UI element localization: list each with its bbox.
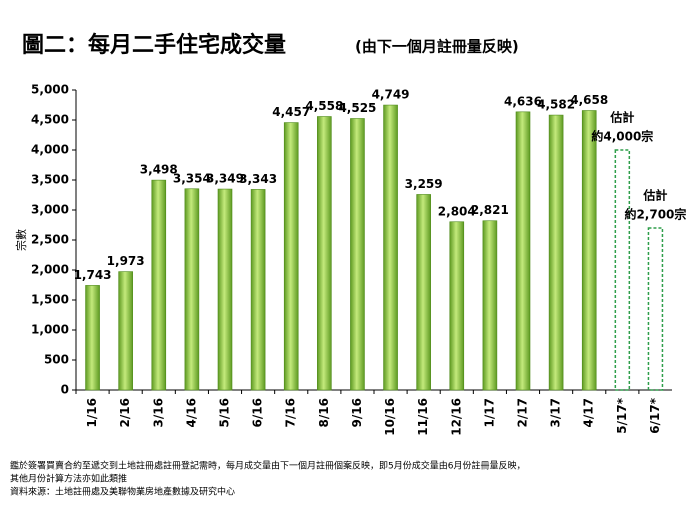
value-label: 3,259 xyxy=(405,177,443,191)
y-tick-label: 4,500 xyxy=(31,113,69,127)
x-tick-label: 4/17 xyxy=(582,398,596,427)
x-tick-label: 12/16 xyxy=(449,398,463,436)
annotation: 估計 xyxy=(609,110,634,125)
value-label: 2,804 xyxy=(438,204,476,218)
x-tick-label: 11/16 xyxy=(416,398,430,436)
bar xyxy=(581,110,597,391)
value-label: 3,498 xyxy=(140,163,178,177)
value-label: 4,525 xyxy=(338,101,376,115)
y-tick-label: 5,000 xyxy=(31,83,69,97)
annotation: 估計 xyxy=(642,188,667,203)
x-tick-label: 4/16 xyxy=(184,398,198,427)
x-tick-label: 3/17 xyxy=(549,398,563,427)
x-tick-label: 5/16 xyxy=(218,398,232,427)
y-tick-label: 500 xyxy=(44,353,69,367)
value-label: 4,457 xyxy=(272,105,310,119)
bar xyxy=(250,189,266,391)
bar xyxy=(317,116,332,391)
bar xyxy=(151,179,167,391)
value-label: 約2,700宗 xyxy=(624,207,686,222)
x-tick-label: 10/16 xyxy=(383,398,397,436)
value-label: 4,749 xyxy=(372,88,410,102)
x-tick-label: 3/16 xyxy=(151,398,165,427)
bar xyxy=(350,118,365,391)
bar xyxy=(482,220,498,391)
y-tick-label: 2,500 xyxy=(31,233,69,247)
chart-subtitle: (由下一個月註冊量反映) xyxy=(355,38,519,56)
value-label: 1,743 xyxy=(74,268,112,282)
value-label: 4,582 xyxy=(537,98,575,112)
chart-title: 圖二：每月二手住宅成交量 xyxy=(22,32,286,58)
bar xyxy=(548,114,564,391)
value-label: 3,349 xyxy=(206,172,244,186)
y-tick-label: 3,500 xyxy=(31,173,69,187)
x-tick-label: 1/16 xyxy=(85,398,99,427)
value-label: 3,354 xyxy=(173,171,211,185)
x-tick-label: 8/16 xyxy=(317,398,331,427)
value-label: 3,343 xyxy=(239,172,277,186)
bar xyxy=(118,271,133,391)
bar xyxy=(217,188,233,391)
bar xyxy=(85,285,100,391)
y-tick-label: 1,500 xyxy=(31,293,69,307)
estimate-bar xyxy=(614,149,631,391)
y-tick-label: 2,000 xyxy=(31,263,69,277)
x-tick-label: 9/16 xyxy=(350,398,364,427)
y-axis-label: 宗數 xyxy=(14,229,28,251)
value-label: 4,636 xyxy=(504,94,542,108)
note: 資料來源：土地註冊處及美聯物業房地產數據及研究中心 xyxy=(10,486,235,498)
x-tick-label: 2/17 xyxy=(516,398,530,427)
value-label: 4,658 xyxy=(570,93,608,107)
value-label: 2,821 xyxy=(471,203,509,217)
y-tick-label: 4,000 xyxy=(31,143,69,157)
bar xyxy=(383,104,398,391)
bar xyxy=(515,111,531,391)
value-label: 4,558 xyxy=(305,99,343,113)
y-tick-label: 0 xyxy=(61,383,69,397)
bar xyxy=(283,122,299,391)
note: 其他月份計算方法亦如此類推 xyxy=(10,473,127,485)
x-tick-label: 7/16 xyxy=(284,398,298,427)
x-tick-label: 5/17* xyxy=(615,397,629,433)
value-label: 1,973 xyxy=(107,254,145,268)
x-tick-label: 1/17 xyxy=(482,398,496,427)
estimate-bar xyxy=(647,227,664,391)
x-tick-label: 6/16 xyxy=(251,398,265,427)
bar xyxy=(184,188,200,391)
y-tick-label: 3,000 xyxy=(31,203,69,217)
value-label: 約4,000宗 xyxy=(591,129,653,144)
bar xyxy=(449,221,465,391)
x-tick-label: 6/17* xyxy=(648,397,662,433)
bar xyxy=(416,194,431,391)
note: 鑑於簽署買賣合約至遞交到土地註冊處註冊登記需時，每月成交量由下一個月註冊個案反映… xyxy=(10,460,525,472)
y-tick-label: 1,000 xyxy=(31,323,69,337)
x-tick-label: 2/16 xyxy=(118,398,132,427)
